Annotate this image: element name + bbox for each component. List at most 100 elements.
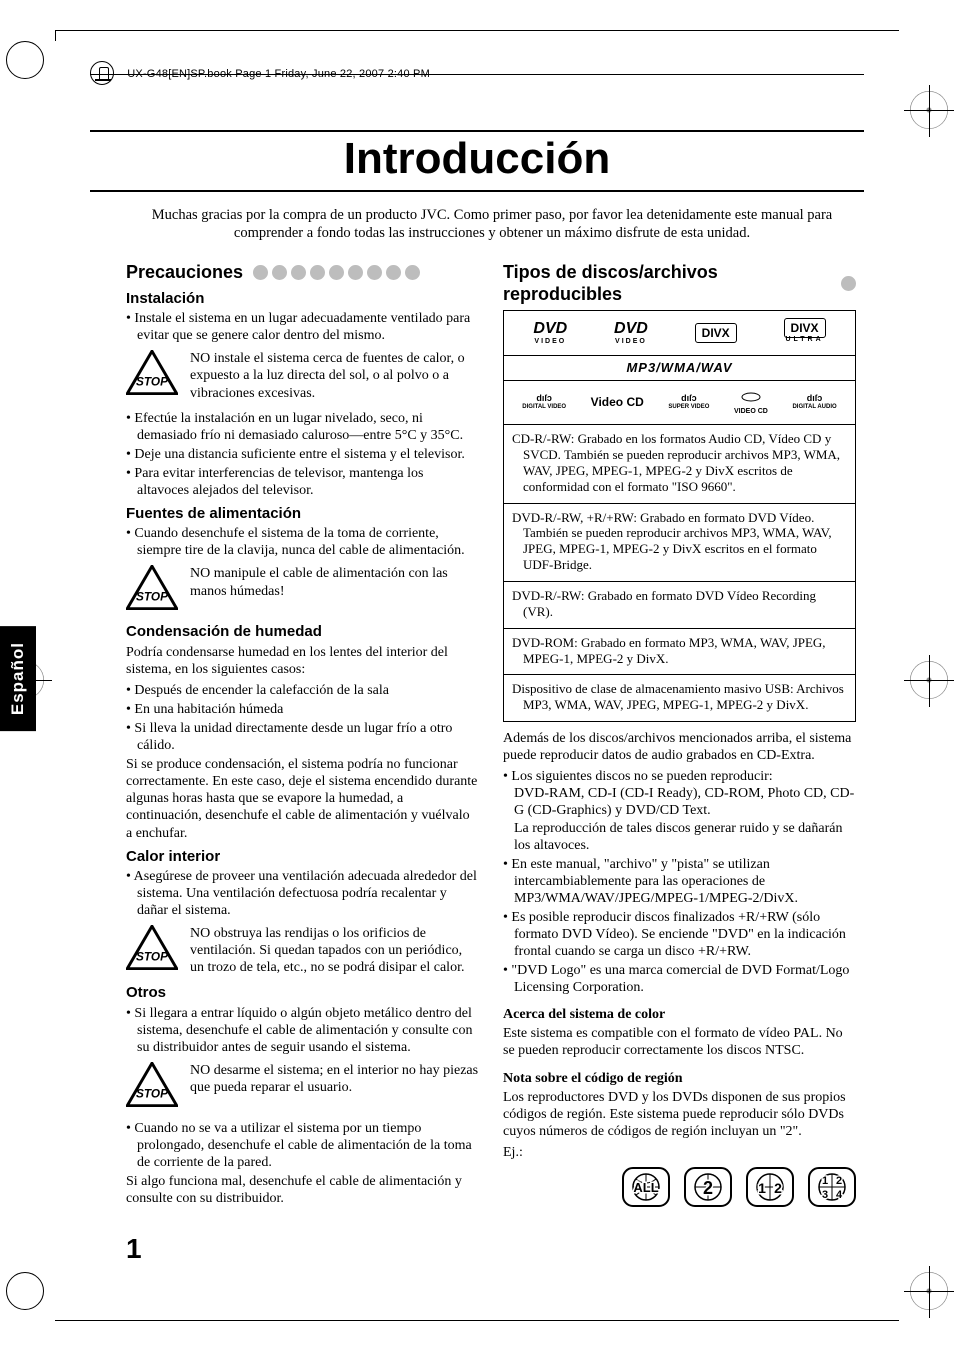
table-row: DVD-R/-RW: Grabado en formato DVD Vídeo … <box>504 582 855 629</box>
divx-ultra-logo: DIVXULTRA <box>784 321 826 344</box>
region-all-icon: ALLALL <box>622 1167 670 1207</box>
stop-icon: STOP <box>126 925 178 975</box>
section-disc-types: Tipos de discos/archivos reproducibles <box>503 262 856 306</box>
region-2-icon: 22 <box>684 1167 732 1207</box>
example-label: Ej.: <box>503 1144 856 1161</box>
list-item: Es posible reproducir discos finalizados… <box>503 909 856 960</box>
svg-text:3: 3 <box>822 1189 828 1201</box>
svg-text:2: 2 <box>836 1175 842 1187</box>
reg-mark <box>5 40 45 80</box>
logo-row-1: DVDVIDEO DVDVIDEO DIVX DIVXULTRA <box>504 311 855 356</box>
section-label: Tipos de discos/archivos reproducibles <box>503 262 831 306</box>
right-column: Tipos de discos/archivos reproducibles D… <box>503 262 856 1221</box>
dot-row <box>841 276 856 291</box>
compact-disc-logo: dıſɔDIGITAL AUDIO <box>792 393 836 411</box>
header-separator <box>90 74 864 75</box>
warn-text: NO desarme el sistema; en el interior no… <box>190 1062 479 1096</box>
region-code-para: Los reproductores DVD y los DVDs dispone… <box>503 1089 856 1140</box>
content-columns: Precauciones Instalación Instale el sist… <box>126 262 856 1221</box>
list-item: Cuando no se va a utilizar el sistema po… <box>126 1120 479 1171</box>
dvd-video-logo: DVDVIDEO <box>614 319 648 347</box>
svg-text:ALL: ALL <box>633 1180 658 1195</box>
left-column: Precauciones Instalación Instale el sist… <box>126 262 479 1221</box>
list-item: "DVD Logo" es una marca comercial de DVD… <box>503 962 856 996</box>
install-list: Instale el sistema en un lugar adecuadam… <box>126 310 479 344</box>
warn-text: NO manipule el cable de alimentación con… <box>190 565 479 599</box>
disc-format-table: DVDVIDEO DVDVIDEO DIVX DIVXULTRA MP3/WMA… <box>503 310 856 722</box>
reg-mark <box>909 1271 949 1311</box>
svg-text:2: 2 <box>703 1178 713 1198</box>
list-item: Instale el sistema en un lugar adecuadam… <box>126 310 479 344</box>
stop-icon: STOP <box>126 350 178 400</box>
video-cd-logo: Video CD <box>591 395 644 410</box>
sub-install: Instalación <box>126 290 479 308</box>
after-table-para: Además de los discos/archivos mencionado… <box>503 730 856 764</box>
book-icon <box>90 61 114 85</box>
power-list: Cuando desenchufe el sistema de la toma … <box>126 525 479 559</box>
svg-text:STOP: STOP <box>136 1086 168 1100</box>
table-row: DVD-R/-RW, +R/+RW: Grabado en formato DV… <box>504 504 855 582</box>
sub-heat: Calor interior <box>126 848 479 866</box>
page-title-block: Introducción <box>90 130 864 192</box>
divx-logo: DIVX <box>695 323 737 344</box>
warn-heat: STOP NO obstruya las rendijas o los orif… <box>126 925 479 976</box>
sub-power: Fuentes de alimentación <box>126 505 479 523</box>
region-1-2-icon: 1122 <box>746 1167 794 1207</box>
svg-text:STOP: STOP <box>136 375 168 389</box>
logo-row-2: dıſɔDIGITAL VIDEO Video CD dıſɔSUPER VID… <box>504 381 855 425</box>
stop-icon: STOP <box>126 565 178 615</box>
cond-intro: Podría condensarse humedad en los lentes… <box>126 644 479 678</box>
warn-text: NO instale el sistema cerca de fuentes d… <box>190 350 479 401</box>
other-para: Si algo funciona mal, desenchufe el cabl… <box>126 1173 479 1207</box>
table-row: Dispositivo de clase de almacenamiento m… <box>504 675 855 721</box>
region-code-heading: Nota sobre el código de región <box>503 1070 856 1087</box>
list-item: Los siguientes discos no se pueden repro… <box>503 768 856 853</box>
reg-mark <box>909 90 949 130</box>
reg-mark <box>909 660 949 700</box>
other-list-2: Cuando no se va a utilizar el sistema po… <box>126 1120 479 1171</box>
list-item: Después de encender la calefacción de la… <box>126 682 479 699</box>
warn-other: STOP NO desarme el sistema; en el interi… <box>126 1062 479 1112</box>
svg-text:1: 1 <box>822 1175 828 1187</box>
stop-icon: STOP <box>126 1062 178 1112</box>
notes-list: Los siguientes discos no se pueden repro… <box>503 768 856 996</box>
svcd-logo: dıſɔSUPER VIDEO <box>668 393 709 411</box>
list-item: En una habitación húmeda <box>126 701 479 718</box>
sub-other: Otros <box>126 984 479 1002</box>
list-item: Si lleva la unidad directamente desde un… <box>126 720 479 754</box>
svg-text:STOP: STOP <box>136 950 168 964</box>
svg-text:4: 4 <box>836 1189 843 1201</box>
heat-list: Asegúrese de proveer una ventilación ade… <box>126 868 479 919</box>
region-1234-icon: 11 22 33 44 <box>808 1167 856 1207</box>
page-title: Introducción <box>90 134 864 184</box>
section-precautions: Precauciones <box>126 262 479 284</box>
table-row: DVD-ROM: Grabado en formato MP3, WMA, WA… <box>504 629 855 676</box>
language-tab: Español <box>0 626 36 731</box>
warn-text: NO obstruya las rendijas o los orificios… <box>190 925 479 976</box>
page-number: 1 <box>126 1233 142 1265</box>
mp3-wma-wav-banner: MP3/WMA/WAV <box>504 356 855 381</box>
svg-text:2: 2 <box>774 1180 782 1196</box>
video-cd-disc-logo: VIDEO CD <box>734 389 768 416</box>
list-item: Deje una distancia suficiente entre el s… <box>126 446 479 463</box>
dvd-video-logo: DVDVIDEO <box>533 319 567 347</box>
reg-mark <box>5 1271 45 1311</box>
section-label: Precauciones <box>126 262 243 284</box>
cond-para: Si se produce condensación, el sistema p… <box>126 756 479 841</box>
cond-list: Después de encender la calefacción de la… <box>126 682 479 754</box>
warn-install: STOP NO instale el sistema cerca de fuen… <box>126 350 479 401</box>
list-item: En este manual, "archivo" y "pista" se u… <box>503 856 856 907</box>
list-item: Si llegara a entrar líquido o algún obje… <box>126 1005 479 1056</box>
intro-paragraph: Muchas gracias por la compra de un produ… <box>140 206 844 242</box>
svg-text:STOP: STOP <box>136 590 168 604</box>
cd-logo: dıſɔDIGITAL VIDEO <box>522 393 566 411</box>
region-icons-row: ALLALL 22 1122 11 22 33 44 <box>503 1167 856 1207</box>
color-system-para: Este sistema es compatible con el format… <box>503 1025 856 1059</box>
warn-power: STOP NO manipule el cable de alimentació… <box>126 565 479 615</box>
other-list: Si llegara a entrar líquido o algún obje… <box>126 1005 479 1056</box>
color-system-heading: Acerca del sistema de color <box>503 1006 856 1023</box>
list-item: Para evitar interferencias de televisor,… <box>126 465 479 499</box>
list-item: Asegúrese de proveer una ventilación ade… <box>126 868 479 919</box>
list-item: Efectúe la instalación en un lugar nivel… <box>126 410 479 444</box>
dot-row <box>253 265 420 280</box>
